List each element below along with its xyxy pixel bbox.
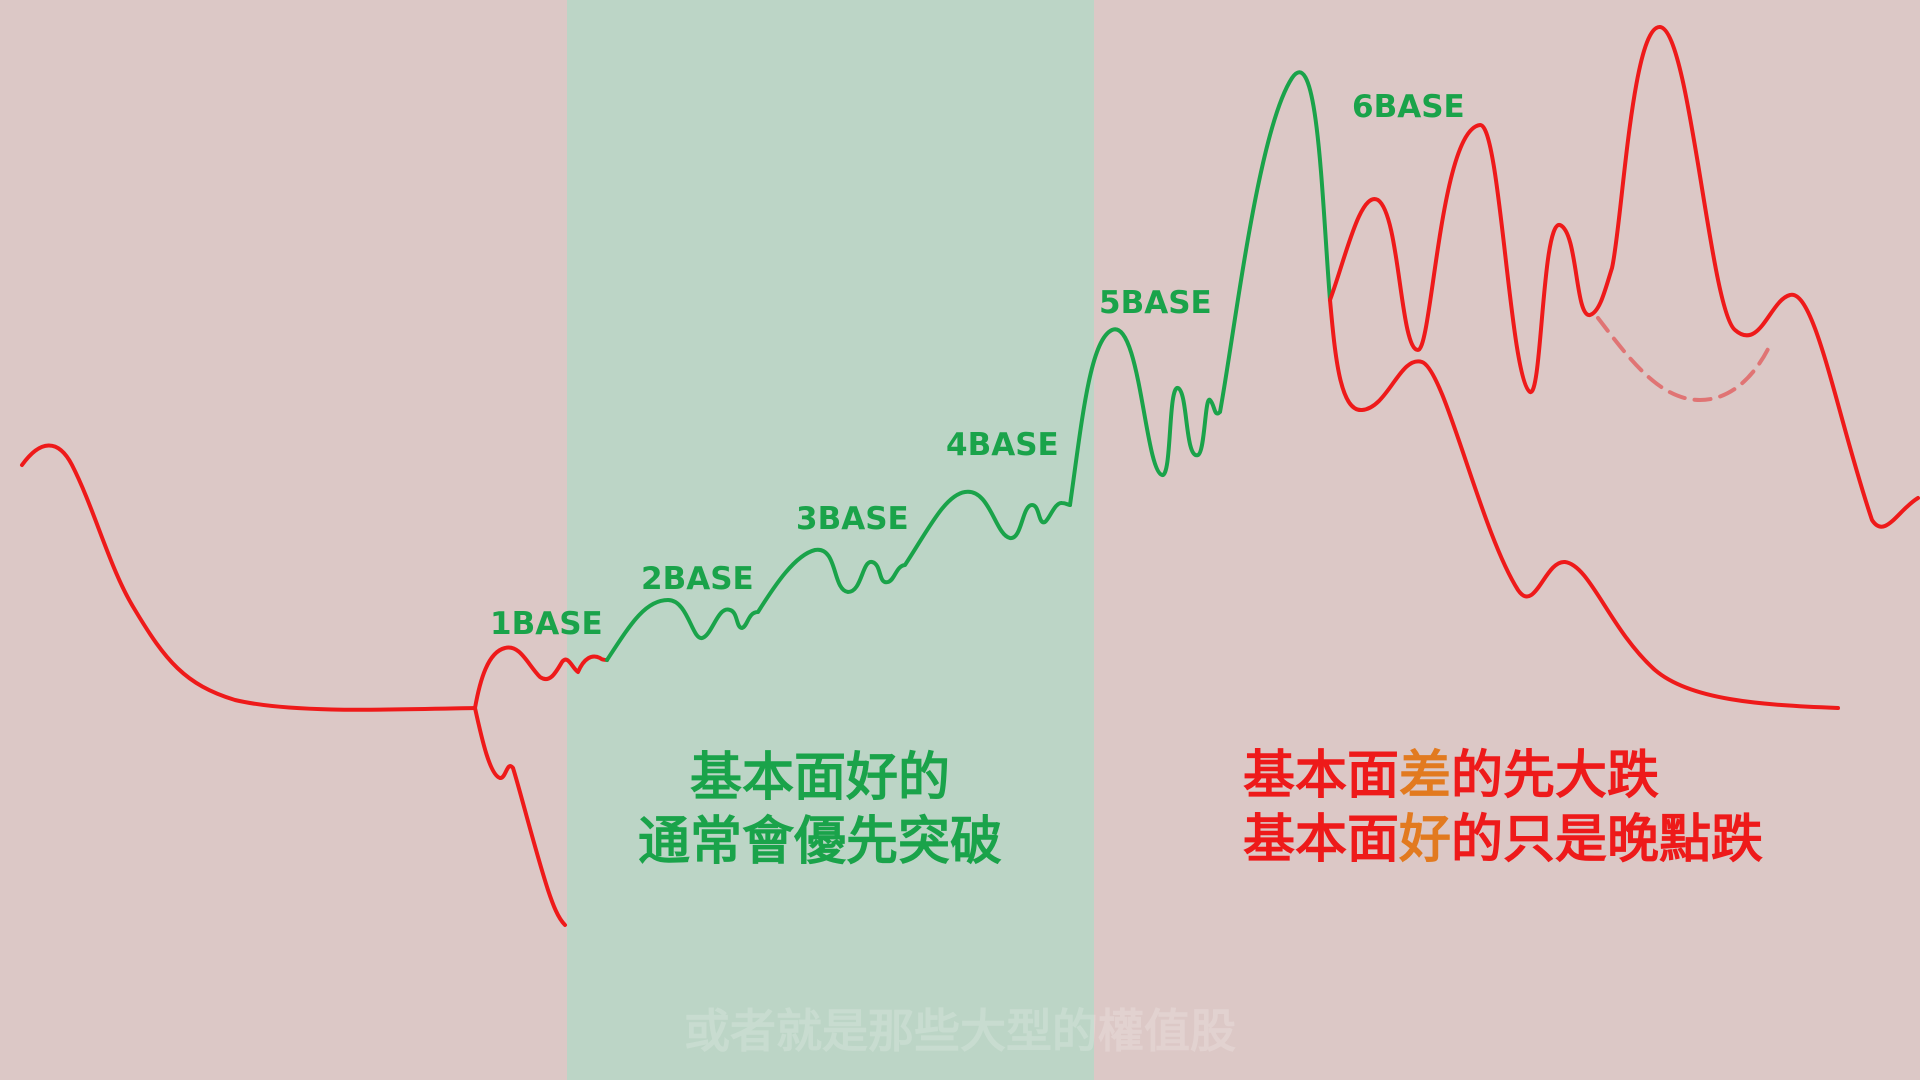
- caption-right-line2-a: 基本面: [1243, 810, 1400, 870]
- green-uptrend-line: [605, 489, 1072, 662]
- subtitle-text: 或者就是那些大型的權值股: [684, 1004, 1236, 1058]
- red-base1-line: [473, 645, 609, 710]
- green-breakout-line: [1068, 70, 1332, 507]
- caption-right-line2-highlight: 好: [1399, 810, 1452, 870]
- base-label-6: 6BASE: [1352, 89, 1465, 125]
- base-label-3: 3BASE: [796, 501, 909, 537]
- red-decline-line: [20, 443, 477, 712]
- caption-right-line2: 基本面好的只是晚點跌: [1243, 808, 1763, 872]
- caption-left: 基本面好的 通常會優先突破: [600, 746, 1040, 874]
- base-label-5: 5BASE: [1099, 285, 1212, 321]
- red-late-decline-line: [1328, 298, 1840, 710]
- caption-left-line1: 基本面好的: [689, 748, 950, 808]
- zone-left-red: [0, 0, 567, 1080]
- caption-right: 基本面差的先大跌 基本面好的只是晚點跌: [1243, 744, 1763, 872]
- caption-right-line1-a: 基本面: [1243, 746, 1400, 806]
- zone-middle-green: [567, 0, 1094, 1080]
- red-dropoff-branch: [473, 706, 567, 927]
- caption-right-line1: 基本面差的先大跌: [1243, 744, 1763, 808]
- dashed-cup-line: [1596, 316, 1772, 403]
- caption-right-line1-highlight: 差: [1399, 746, 1452, 806]
- base-label-1: 1BASE: [490, 606, 603, 642]
- base-label-4: 4BASE: [946, 427, 1059, 463]
- red-peaks-line: [1328, 24, 1920, 529]
- caption-right-line1-b: 的先大跌: [1451, 746, 1660, 806]
- caption-right-line2-b: 的只是晚點跌: [1451, 810, 1764, 870]
- caption-left-line2: 通常會優先突破: [637, 812, 1002, 872]
- base-label-2: 2BASE: [641, 561, 754, 597]
- zone-right-red: [1094, 0, 1920, 1080]
